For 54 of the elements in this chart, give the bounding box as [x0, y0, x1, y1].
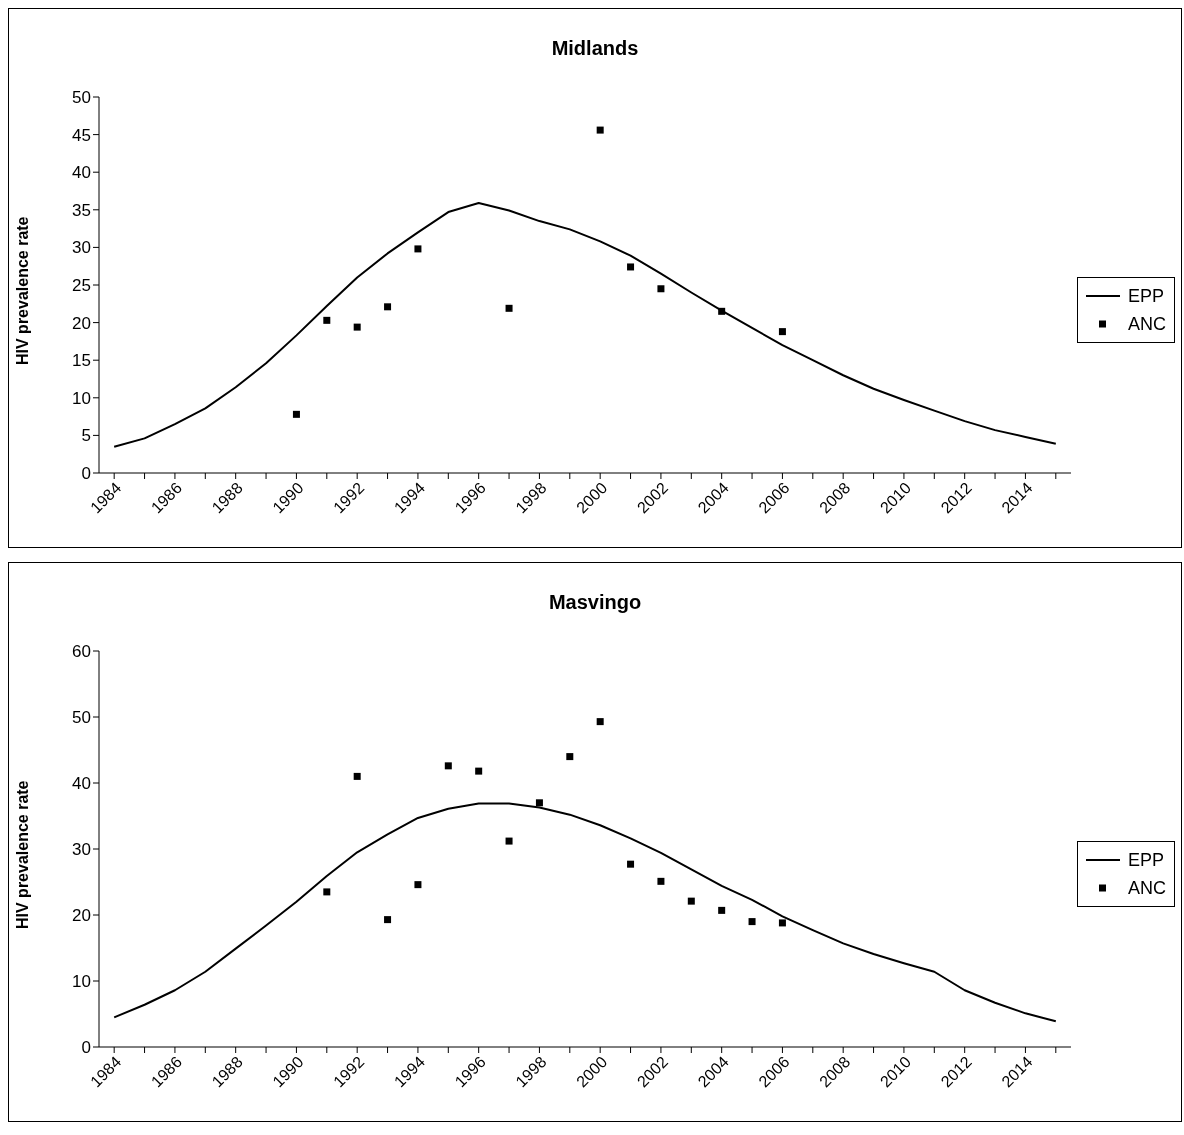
- point: [627, 860, 635, 868]
- legend-label: ANC: [1127, 877, 1166, 899]
- y-tick-label: 10: [72, 388, 91, 408]
- y-tick-label: 30: [72, 840, 91, 860]
- y-tick-label: 50: [72, 708, 91, 728]
- point: [687, 897, 695, 905]
- y-tick-label: 20: [72, 313, 91, 333]
- point: [778, 919, 786, 927]
- point: [505, 304, 513, 312]
- point: [384, 303, 392, 311]
- point: [353, 323, 361, 331]
- chart-title: Midlands: [550, 36, 640, 61]
- point: [414, 881, 422, 889]
- point: [444, 762, 452, 770]
- y-tick-label: 25: [72, 276, 91, 296]
- point: [535, 799, 543, 807]
- y-tick-label: 45: [72, 125, 91, 145]
- y-tick-label: 30: [72, 238, 91, 258]
- y-tick-label: 40: [72, 774, 91, 794]
- point: [323, 888, 331, 896]
- y-tick-label: 0: [81, 1038, 91, 1058]
- point: [353, 772, 361, 780]
- point: [414, 245, 422, 253]
- y-tick-label: 20: [72, 906, 91, 926]
- point: [505, 837, 513, 845]
- point: [627, 263, 635, 271]
- point: [718, 906, 726, 914]
- point: [718, 307, 726, 315]
- point: [778, 328, 786, 336]
- point: [657, 285, 665, 293]
- y-tick-label: 50: [72, 88, 91, 108]
- point: [384, 916, 392, 924]
- point: [323, 316, 331, 324]
- y-tick-label: 35: [72, 200, 91, 220]
- line-series: [113, 202, 1057, 448]
- point: [596, 126, 604, 134]
- y-axis-title: HIV prevalence rate: [13, 216, 31, 365]
- chart-title: Masvingo: [547, 590, 643, 615]
- legend-label: EPP: [1127, 285, 1165, 307]
- point: [657, 877, 665, 885]
- point: [475, 767, 483, 775]
- legend-label: ANC: [1127, 313, 1166, 335]
- point: [748, 918, 756, 926]
- y-tick-label: 0: [81, 464, 91, 484]
- y-tick-label: 5: [81, 426, 91, 446]
- y-tick-label: 40: [72, 163, 91, 183]
- y-tick-label: 60: [72, 642, 91, 662]
- point: [596, 718, 604, 726]
- legend-label: EPP: [1127, 849, 1165, 871]
- y-tick-label: 10: [72, 972, 91, 992]
- y-tick-label: 15: [72, 351, 91, 371]
- point: [292, 410, 300, 418]
- point: [566, 753, 574, 761]
- y-axis-title: HIV prevalence rate: [13, 780, 31, 929]
